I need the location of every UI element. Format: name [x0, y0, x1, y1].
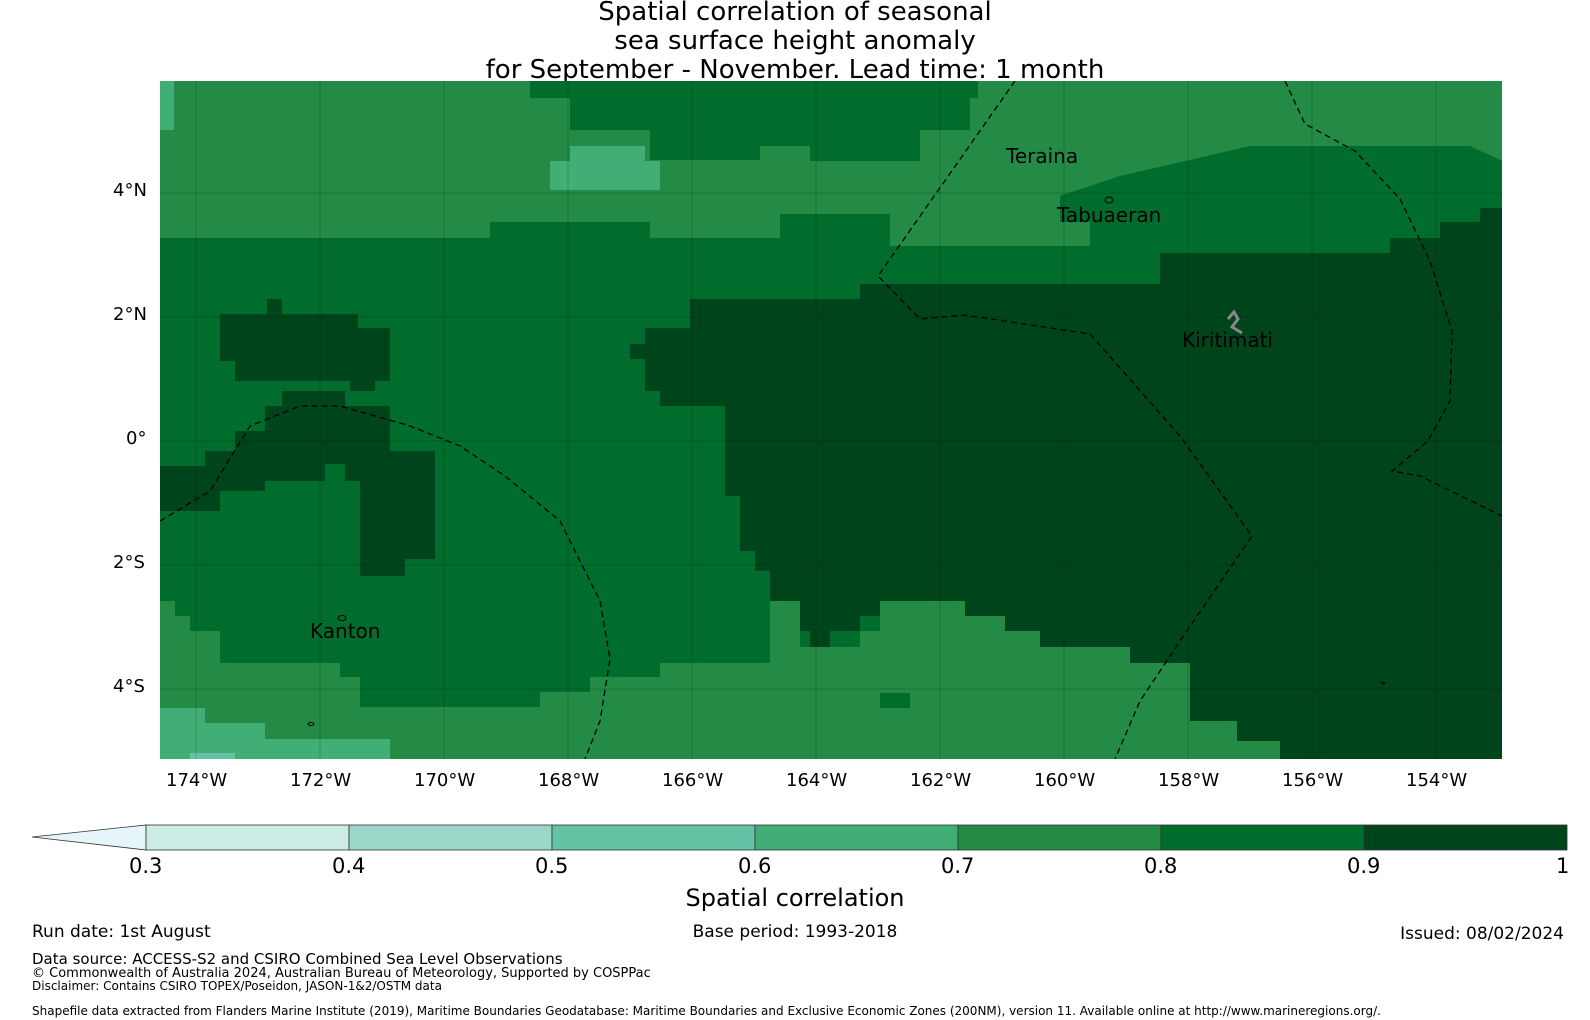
lon-tick-164w: 164°W: [786, 770, 848, 791]
field-0-6-0-7-southwest: [160, 708, 390, 759]
field-0-9-1-west-lower: [160, 391, 435, 576]
map-title-line-3: for September - November. Lead time: 1 m…: [485, 55, 1105, 85]
colorbar: [31, 824, 1568, 851]
islands: [307, 196, 1385, 726]
place-label-kanton: Kanton: [310, 619, 381, 643]
base-period: Base period: 1993-2018: [692, 922, 898, 942]
place-label-tabuaeran: Tabuaeran: [1057, 203, 1162, 227]
lat-tick-4s: 4°S: [113, 676, 145, 697]
field-0-9-1-east-edge: [1480, 208, 1502, 238]
colorbar-tick-0-4: 0.4: [332, 854, 366, 878]
field-0-7-0-8-south: [160, 601, 1280, 759]
issued-date: Issued: 08/02/2024: [1400, 924, 1564, 944]
field-0-6-0-7-north-patch: [535, 146, 660, 190]
colorbar-segment-0-9-1: [1363, 824, 1568, 851]
field-0-8-0-9-north-patch: [690, 81, 970, 161]
colorbar-segment-0-8-0-9: [1160, 824, 1365, 851]
field-0-5-0-6-cell: [190, 753, 235, 759]
colorbar-segment-0-6-0-7: [754, 824, 959, 851]
field-0-9-1-west-upper: [220, 299, 390, 391]
eez-phoenix-islands: [160, 405, 611, 759]
field-0-6-0-7-corner: [160, 81, 174, 130]
field-0-8-0-9-south-patch: [720, 631, 770, 663]
colorbar-segment-0-4-0-5: [348, 824, 553, 851]
colorbar-tick-1: 1: [1556, 854, 1570, 878]
colorbar-segment-0-3-0-4: [145, 824, 350, 851]
field-0-8-0-9-small-cell: [880, 693, 910, 708]
colorbar-tick-0-7: 0.7: [941, 854, 975, 878]
islet-east-icon: [1381, 681, 1385, 685]
kanton-island-icon: [337, 615, 347, 621]
lon-tick-160w: 160°W: [1034, 770, 1096, 791]
lon-tick-156w: 156°W: [1282, 770, 1344, 791]
shapefile-credit: Shapefile data extracted from Flanders M…: [32, 1004, 1381, 1018]
eez-line-islands-west: [877, 81, 1253, 759]
colorbar-segment-0-5-0-6: [551, 824, 756, 851]
map-title-line-2: sea surface height anomaly: [614, 26, 976, 56]
colorbar-tick-0-3: 0.3: [129, 854, 163, 878]
place-label-teraina: Teraina: [1006, 144, 1079, 168]
colorbar-segment-0-7-0-8: [957, 824, 1162, 851]
colorbar-tick-0-9: 0.9: [1347, 854, 1381, 878]
kiritimati-island-icon: [1226, 309, 1243, 335]
lat-tick-0: 0°: [126, 428, 147, 449]
correlation-map: [160, 81, 1502, 759]
colorbar-under-arrow: [31, 824, 147, 851]
field-0-8-0-9-teraina-patch: [1060, 146, 1502, 246]
field-0-9-1-central: [630, 208, 1502, 759]
eez-boundaries: [160, 81, 1502, 759]
lon-tick-172w: 172°W: [290, 770, 352, 791]
lat-tick-2s: 2°S: [113, 552, 145, 573]
copyright: © Commonwealth of Australia 2024, Austra…: [32, 966, 651, 981]
lon-tick-166w: 166°W: [662, 770, 724, 791]
run-date: Run date: 1st August: [32, 922, 211, 942]
lon-tick-168w: 168°W: [538, 770, 600, 791]
lon-tick-170w: 170°W: [414, 770, 476, 791]
lon-tick-154w: 154°W: [1406, 770, 1468, 791]
map-title-line-1: Spatial correlation of seasonal: [598, 0, 992, 27]
colorbar-tick-0-6: 0.6: [738, 854, 772, 878]
lon-tick-158w: 158°W: [1158, 770, 1220, 791]
lon-tick-174w: 174°W: [166, 770, 228, 791]
eez-line-islands-east: [1284, 81, 1502, 517]
disclaimer: Disclaimer: Contains CSIRO TOPEX/Poseido…: [32, 979, 442, 993]
place-label-kiritimati: Kiritimati: [1182, 328, 1273, 352]
lon-tick-162w: 162°W: [910, 770, 972, 791]
lat-tick-2n: 2°N: [113, 304, 147, 325]
colorbar-label: Spatial correlation: [685, 884, 905, 912]
graticule: [160, 81, 1502, 759]
islet-icon: [307, 722, 315, 726]
colorbar-tick-0-5: 0.5: [535, 854, 569, 878]
tabuaeran-island-icon: [1104, 196, 1114, 204]
colorbar-tick-0-8: 0.8: [1144, 854, 1178, 878]
data-source: Data source: ACCESS-S2 and CSIRO Combine…: [32, 950, 563, 968]
lat-tick-4n: 4°N: [113, 180, 147, 201]
